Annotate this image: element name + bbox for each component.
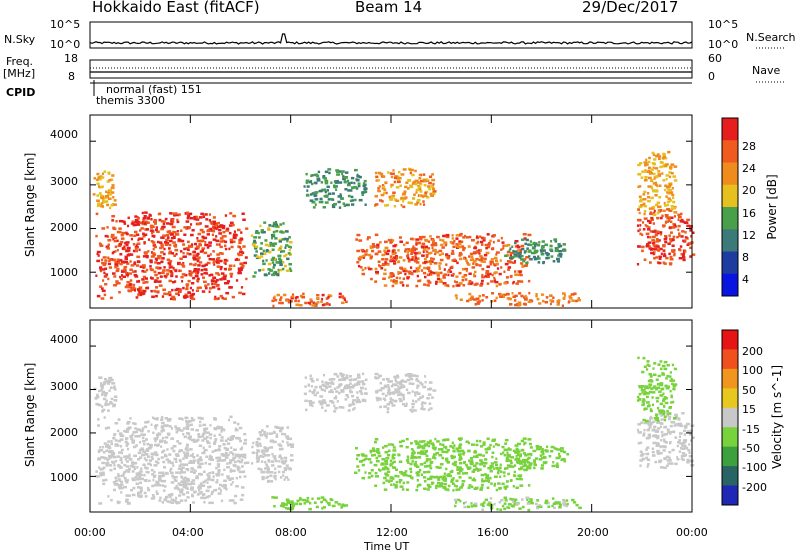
freq-label-line2: [MHz] (3, 67, 36, 80)
velocity-colorbar-segment-7 (722, 466, 738, 487)
velocity-colorbar-segment-0 (722, 330, 738, 350)
power-cbar-tick-28: 28 (742, 140, 756, 153)
power-ytick-2000: 2000 (50, 221, 78, 234)
velocity-colorbar-segment-6 (722, 446, 738, 467)
time-tick-20: 20:00 (577, 526, 609, 539)
power-region-9 (636, 208, 696, 266)
power-region-10 (637, 150, 678, 217)
velocity-cbar-tick-neg200: -200 (742, 481, 767, 494)
velocity-region-6 (353, 437, 533, 492)
nave-right-tick-top: 60 (708, 52, 722, 65)
velocity-ytick-2000: 2000 (50, 426, 78, 439)
power-ytick-1000: 1000 (50, 266, 78, 279)
power-region-2 (250, 221, 293, 278)
velocity-cbar-tick-neg15: -15 (742, 423, 760, 436)
beam-label: Beam 14 (355, 0, 423, 16)
velocity-cbar-tick-200: 200 (742, 345, 763, 358)
velocity-cbar-tick-neg100: -100 (742, 461, 767, 474)
power-panel-frame (89, 114, 693, 309)
power-colorbar-segment-3 (722, 184, 738, 208)
time-tick-12: 12:00 (376, 526, 408, 539)
freq-panel-frame (89, 59, 693, 79)
velocity-colorbar-segment-8 (722, 485, 738, 506)
nave-right-tick-bottom: 0 (708, 70, 715, 83)
velocity-colorbar-segment-4 (722, 407, 738, 428)
velocity-cbar-tick-50: 50 (742, 384, 756, 397)
power-colorbar-frame (721, 117, 739, 297)
noise-sky-label: N.Sky (4, 33, 36, 46)
velocity-region-2 (251, 425, 295, 483)
power-cbar-tick-16: 16 (742, 207, 756, 220)
radar-title: Hokkaido East (fitACF) (92, 0, 260, 16)
velocity-ytick-4000: 4000 (50, 333, 78, 346)
power-colorbar-segment-4 (722, 207, 738, 230)
cpid-label: CPID (6, 86, 36, 99)
freq-left-tick-bottom: 8 (68, 70, 75, 83)
velocity-colorbar-segment-2 (722, 368, 738, 389)
velocity-region-5 (374, 372, 437, 414)
velocity-region-9 (636, 412, 695, 470)
time-tick-24: 00:00 (676, 526, 708, 539)
velocity-colorbar-segment-1 (722, 349, 738, 370)
noise-left-tick-bottom: 10^0 (50, 38, 81, 51)
power-cbar-tick-20: 20 (742, 184, 756, 197)
velocity-region-7 (453, 496, 582, 512)
power-region-8 (504, 238, 567, 265)
time-tick-00: 00:00 (74, 526, 106, 539)
noise-right-tick-bottom: 10^0 (708, 38, 739, 51)
power-ytick-3000: 3000 (50, 175, 78, 188)
power-colorbar-segment-6 (722, 251, 738, 275)
time-tick-08: 08:00 (275, 526, 307, 539)
velocity-region-1 (93, 376, 118, 413)
velocity-region-3 (271, 496, 349, 511)
velocity-region-10 (636, 356, 678, 423)
power-region-6 (355, 232, 533, 288)
time-axis-label: Time UT (364, 540, 410, 553)
power-region-7 (454, 291, 581, 307)
velocity-ytick-3000: 3000 (50, 380, 78, 393)
date-label: 29/Dec/2017 (582, 0, 679, 16)
power-colorbar-segment-7 (722, 273, 738, 297)
power-ytick-4000: 4000 (50, 128, 78, 141)
noise-left-tick-top: 10^5 (50, 18, 81, 31)
power-region-3 (271, 292, 348, 308)
time-tick-04: 04:00 (172, 526, 204, 539)
power-region-5 (373, 167, 437, 209)
power-cbar-tick-4: 4 (742, 273, 749, 286)
time-tick-16: 16:00 (477, 526, 509, 539)
velocity-colorbar-segment-5 (722, 427, 738, 448)
power-colorbar-segment-1 (722, 140, 738, 163)
noise-panel-frame (89, 21, 693, 49)
velocity-cbar-tick-neg50: -50 (742, 442, 760, 455)
velocity-colorbar-segment-3 (722, 388, 738, 409)
noise-right-tick-top: 10^5 (708, 18, 739, 31)
velocity-cbar-tick-100: 100 (742, 364, 763, 377)
cpid-mode-normal: normal (fast) 151 (106, 83, 202, 96)
power-cbar-tick-24: 24 (742, 162, 756, 175)
power-colorbar-segment-5 (722, 229, 738, 252)
cpid-mode-themis: themis 3300 (96, 94, 166, 107)
power-region-1 (92, 170, 117, 210)
freq-label-line1: Freq. (6, 55, 34, 68)
power-colorbar-segment-2 (722, 162, 738, 186)
velocity-colorbar-frame (721, 329, 739, 506)
velocity-cbar-tick-15: 15 (742, 403, 756, 416)
velocity-region-8 (503, 442, 570, 470)
power-colorbar-segment-0 (722, 118, 738, 141)
velocity-region-0 (95, 415, 250, 505)
noise-search-label: N.Search (746, 31, 796, 44)
power-region-0 (95, 211, 249, 301)
velocity-ytick-1000: 1000 (50, 471, 78, 484)
power-cbar-tick-12: 12 (742, 229, 756, 242)
noise-sky-trace (89, 33, 693, 45)
nave-label: Nave (752, 64, 781, 77)
freq-left-tick-top: 18 (64, 52, 78, 65)
power-cbar-tick-8: 8 (742, 251, 749, 264)
power-region-4 (303, 168, 368, 209)
velocity-region-4 (303, 372, 368, 413)
